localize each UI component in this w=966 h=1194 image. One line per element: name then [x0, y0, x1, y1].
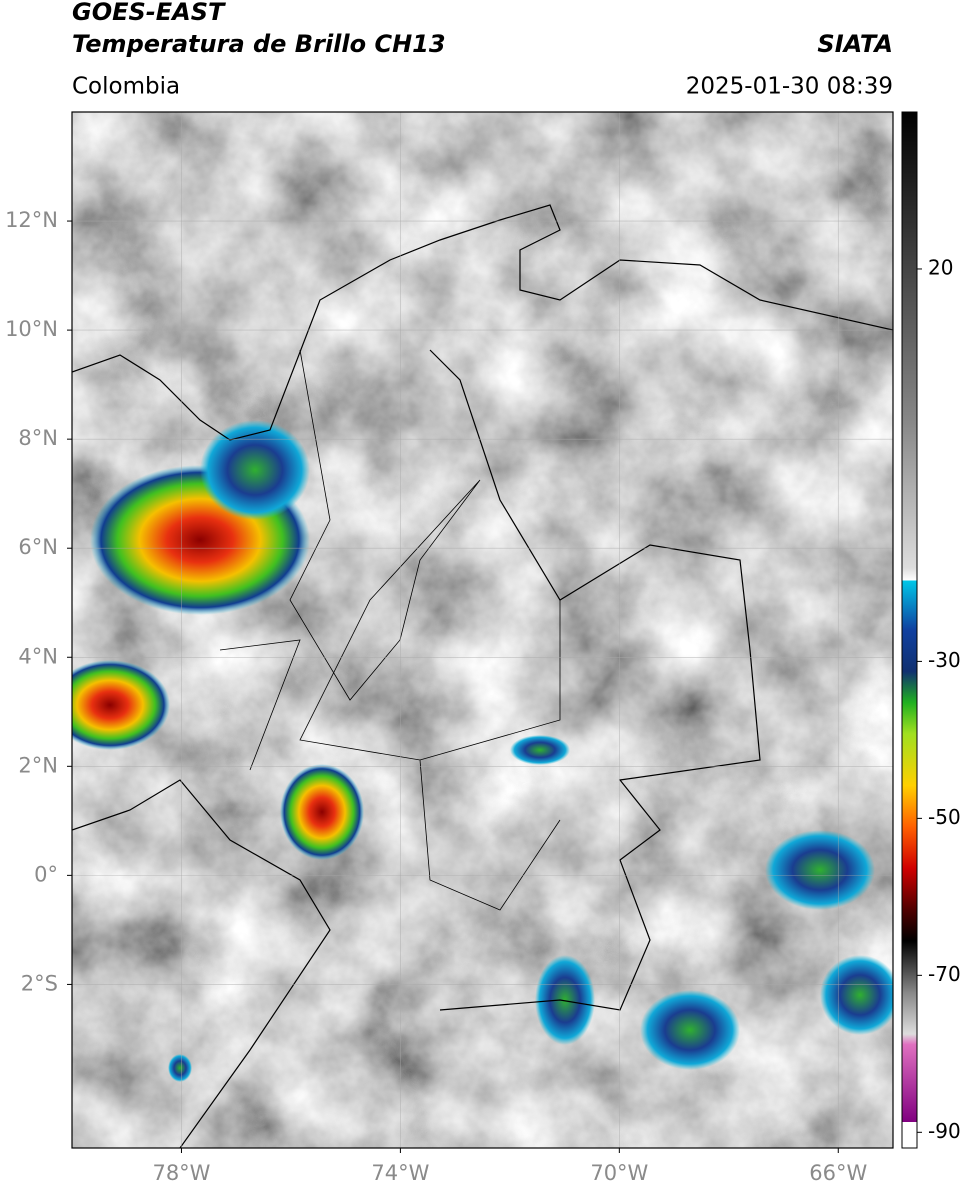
colorbar-tick-label: 20: [928, 255, 953, 279]
lat-tick-label: 12°N: [5, 208, 58, 232]
convective-cell: [72, 660, 170, 750]
lat-tick-label: 4°N: [18, 644, 58, 668]
satellite: GOES-EAST: [72, 0, 226, 26]
lon-tick-label: 78°W: [152, 1161, 210, 1185]
convective-cell: [168, 1054, 192, 1082]
convective-cell: [535, 955, 595, 1045]
colorbar-tick-label: -30: [928, 648, 961, 672]
source: SIATA: [817, 30, 893, 58]
lat-tick-label: 0°: [34, 862, 58, 886]
borders: [72, 204, 893, 1148]
lat-tick-label: 10°N: [5, 317, 58, 341]
map-frame: [71, 111, 894, 1149]
ir-background: [72, 112, 893, 1148]
lat-tick-label: 6°N: [18, 535, 58, 559]
colorbar-tick-label: -50: [928, 805, 961, 829]
convective-cell: [510, 735, 570, 765]
convective-cell: [280, 764, 364, 860]
convective-cell: [765, 830, 875, 910]
datetime: 2025-01-30 08:39: [686, 74, 893, 100]
lon-tick-label: 66°W: [809, 1161, 867, 1185]
convective-cell: [820, 955, 893, 1035]
colorbar: [901, 111, 918, 1149]
lat-tick-label: 2°S: [21, 971, 58, 995]
convective-cell: [200, 420, 310, 520]
lat-tick-label: 8°N: [18, 426, 58, 450]
product: Temperatura de Brillo CH13: [72, 30, 446, 58]
imagery: [72, 112, 893, 1148]
lon-tick-label: 74°W: [371, 1161, 429, 1185]
region: Colombia: [72, 74, 180, 100]
colorbar-tick-label: -70: [928, 962, 961, 986]
lat-tick-label: 2°N: [18, 753, 58, 777]
convective-cell: [640, 990, 740, 1070]
departments: [219, 349, 561, 911]
colorbar-tick-label: -90: [928, 1119, 961, 1143]
lon-tick-label: 70°W: [590, 1161, 648, 1185]
